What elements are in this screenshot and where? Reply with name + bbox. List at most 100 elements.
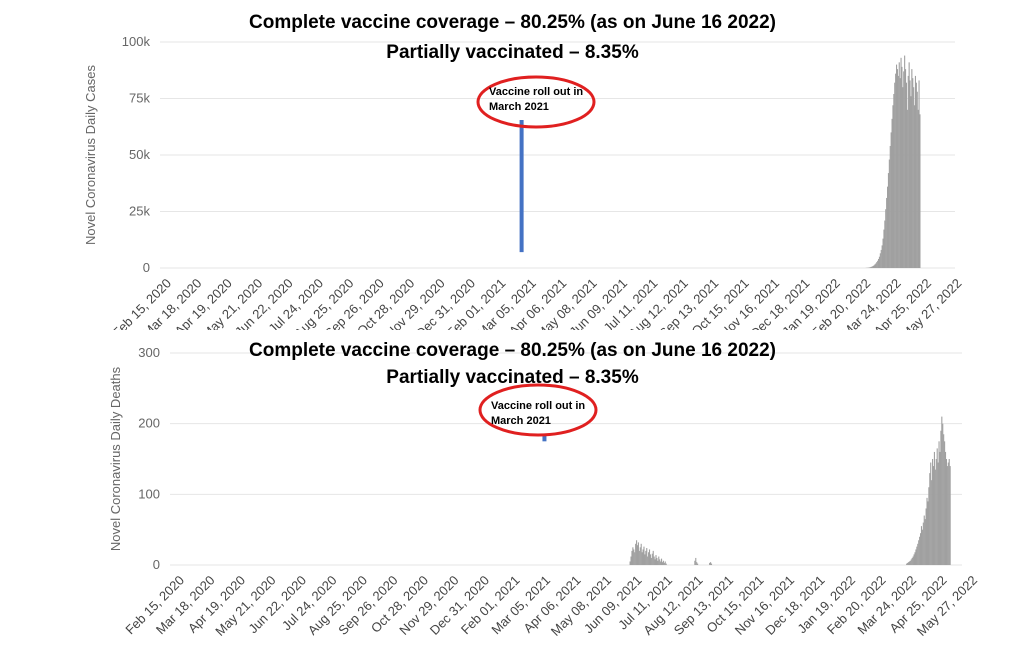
data-bar	[894, 82, 896, 269]
data-bar	[663, 562, 665, 565]
data-bar	[928, 487, 930, 565]
data-bar	[875, 263, 877, 268]
data-bar	[929, 473, 931, 565]
data-bar	[869, 267, 871, 268]
data-bar	[657, 560, 659, 565]
data-bar	[910, 96, 912, 269]
data-bar	[651, 553, 653, 565]
data-bar	[636, 545, 639, 565]
daily-cases-chart: 0 25k 50k 75k 100k Novel Coronavirus Daily Ca…	[83, 34, 965, 330]
data-bar	[893, 93, 895, 268]
data-bar	[887, 173, 889, 268]
data-bar	[925, 508, 927, 565]
y-tick-label: 100k	[122, 34, 151, 49]
data-bar	[629, 561, 631, 565]
data-bar	[710, 562, 712, 565]
data-bar	[918, 80, 920, 268]
data-bar	[917, 543, 919, 565]
data-bar	[640, 543, 642, 565]
data-bar	[944, 441, 946, 565]
data-bar	[896, 69, 898, 269]
data-bar	[895, 73, 897, 268]
data-bar	[890, 132, 892, 268]
data-bar	[908, 561, 910, 565]
data-bar	[648, 552, 650, 565]
data-bar	[869, 267, 871, 268]
data-bar	[906, 109, 908, 268]
data-bar	[912, 556, 914, 565]
data-bar	[662, 560, 664, 565]
y-tick-label: 50k	[129, 147, 150, 162]
data-bar	[926, 497, 928, 565]
data-bar	[932, 459, 934, 565]
data-bar	[902, 87, 904, 268]
data-bar	[907, 75, 909, 269]
data-bar	[878, 258, 880, 268]
data-bar	[908, 62, 910, 269]
data-bar	[922, 522, 924, 565]
data-bar	[637, 542, 639, 565]
data-bar	[644, 554, 646, 565]
data-bar	[911, 557, 913, 565]
y-tick-label: 0	[153, 557, 160, 572]
data-bar	[918, 540, 920, 565]
daily-deaths-chart: 0 100 200 300 Novel Coronavirus Daily Deaths…	[108, 345, 980, 639]
data-bar	[909, 560, 911, 565]
data-bar	[920, 526, 923, 565]
data-bar	[905, 82, 907, 269]
data-bar	[923, 515, 925, 565]
annotation-circle	[476, 75, 596, 129]
data-bar	[635, 543, 637, 565]
data-bar	[900, 57, 902, 268]
data-bar	[659, 559, 661, 565]
data-bar	[915, 82, 917, 269]
data-bar	[933, 451, 935, 565]
data-bar	[888, 159, 890, 268]
data-bar	[938, 441, 940, 565]
data-bar	[638, 550, 640, 565]
data-bar	[645, 550, 647, 565]
data-bar	[661, 558, 663, 565]
data-bar	[664, 561, 666, 565]
data-bar	[919, 536, 921, 565]
data-bar	[931, 480, 933, 565]
data-bar	[935, 459, 937, 565]
data-bar	[897, 75, 899, 269]
data-bar	[945, 459, 947, 565]
data-bar	[930, 462, 932, 565]
data-bar	[896, 64, 898, 268]
chart2-annotation-label: Vaccine roll out in March 2021	[491, 400, 586, 427]
data-bar	[639, 547, 641, 565]
data-bar	[912, 78, 914, 268]
data-bar	[942, 423, 944, 565]
data-bar	[876, 262, 878, 268]
data-bar	[913, 554, 915, 565]
data-bar	[658, 556, 660, 565]
data-bar	[927, 501, 929, 565]
data-bar	[899, 78, 901, 268]
data-bar	[870, 266, 872, 268]
data-bar	[881, 245, 883, 268]
data-bar	[906, 563, 908, 565]
data-bar	[696, 562, 698, 565]
y-axis-label: Novel Coronavirus Daily Deaths	[108, 366, 123, 551]
data-bar	[914, 75, 916, 269]
data-bar	[632, 547, 634, 565]
data-bar	[656, 557, 658, 565]
data-bar	[921, 529, 923, 565]
data-bar	[948, 459, 950, 565]
data-bar	[655, 555, 657, 565]
data-bar	[932, 466, 935, 565]
data-bar	[936, 448, 938, 565]
data-bar	[889, 145, 891, 268]
y-tick-label: 25k	[129, 204, 150, 219]
data-bar	[916, 91, 918, 268]
data-bar	[643, 546, 645, 565]
data-bar	[905, 69, 907, 269]
data-bar	[871, 266, 873, 268]
data-bar	[648, 549, 651, 565]
data-bar	[947, 462, 949, 565]
data-bar	[939, 451, 941, 565]
y-tick-label: 0	[143, 260, 150, 275]
data-bar	[634, 552, 636, 565]
